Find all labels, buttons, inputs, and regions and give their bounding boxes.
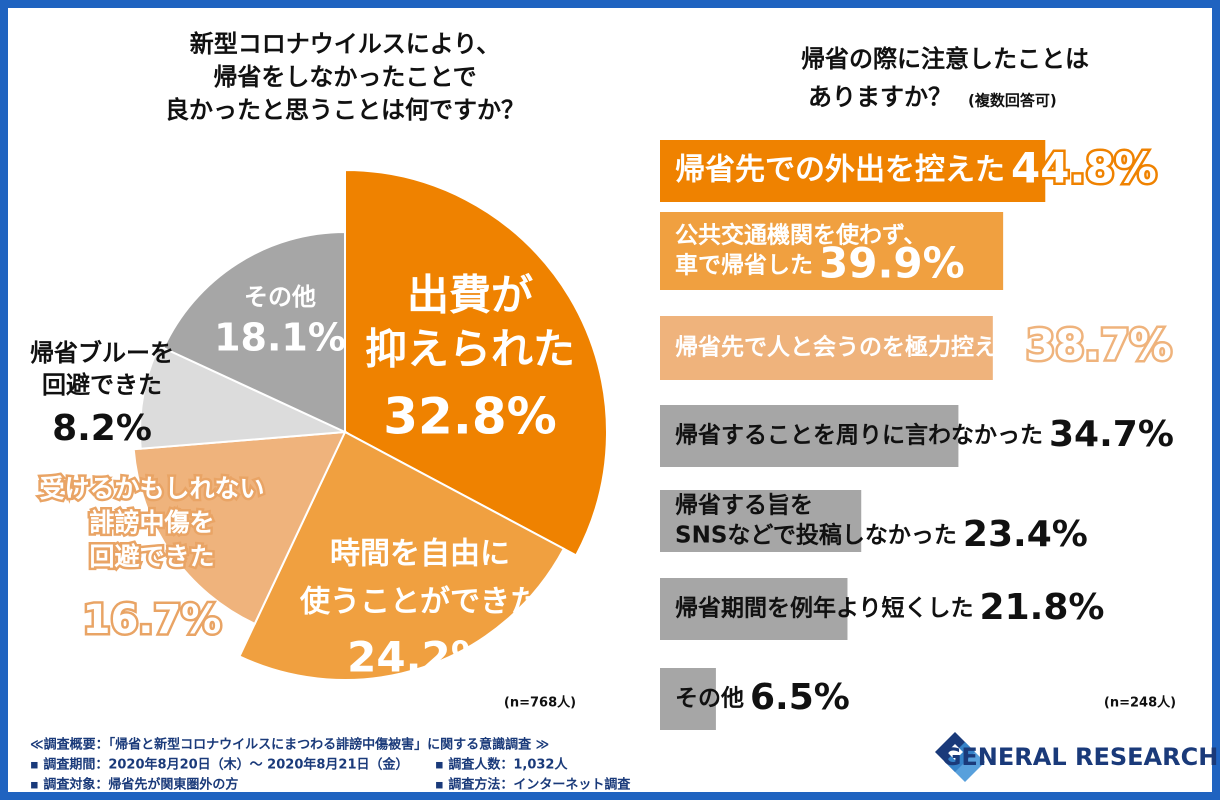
bar (660, 668, 716, 730)
chart-subtitle: (複数回答可) (968, 92, 1057, 110)
slice-label: 帰省ブルーを (30, 339, 174, 367)
survey-note: ▪ 調査人数：1,032人 (435, 757, 568, 773)
bar (660, 578, 848, 640)
chart-title: 帰省をしなかったことで (213, 63, 476, 91)
sample-note: (n=768人) (504, 695, 576, 711)
logo-icon (935, 732, 985, 782)
survey-note: ▪ 調査期間：2020年8月20日（木）～ 2020年8月21日（金） (30, 757, 409, 773)
bar (660, 490, 862, 552)
slice-value-label: 24.2% (347, 633, 493, 682)
bar-value-label: 6.5% (750, 677, 850, 718)
survey-note: ▪ 調査対象：帰省先が関東圏外の方 (30, 777, 238, 793)
bar-label: その他 (675, 686, 744, 712)
slice-label: 抑えられた (365, 325, 575, 374)
pie-slice (162, 230, 346, 434)
bar-label: 車で帰省した (675, 253, 813, 279)
chart-title: 帰省の際に注意したことは (801, 45, 1089, 73)
pie-slice (132, 430, 347, 626)
pie-slice (344, 168, 608, 557)
bar (660, 405, 959, 467)
slice-value-label: 16.7% (83, 597, 222, 643)
sample-note: (n=248人) (1104, 695, 1176, 711)
bar (660, 140, 1046, 202)
pie-slice (238, 430, 566, 681)
bar-value-label: 39.9% (819, 239, 965, 288)
slice-label: 受けるかもしれない (39, 474, 264, 503)
bar-value-label: 38.7% (1026, 321, 1172, 370)
slice-value-label: 18.1% (214, 316, 346, 360)
chart-title: 良かったと思うことは何ですか？ (165, 96, 525, 124)
pie-slice (139, 344, 349, 450)
bar-label: 帰省先での外出を控えた (675, 153, 1005, 188)
survey-note: ≪調査概要：「帰省と新型コロナウイルスにまつわる誹謗中傷被害」に関する意識調査 … (30, 737, 549, 753)
bar-label: 帰省する旨を (675, 493, 813, 519)
slice-value-label: 32.8% (383, 388, 556, 446)
slice-label: 使うことができた (299, 585, 540, 620)
bar-value-label: 21.8% (980, 587, 1105, 628)
slice-label: 誹謗中傷を (89, 508, 214, 537)
slice-value-label: 8.2% (52, 408, 152, 449)
bar-label: 帰省先で人と会うのを極力控えた (675, 334, 1020, 361)
bar-label: 帰省することを周りに言わなかった (675, 422, 1043, 449)
bar (660, 316, 993, 380)
bar-value-label: 34.7% (1049, 414, 1174, 455)
slice-label: 出費が (407, 271, 533, 320)
bar (660, 212, 1004, 290)
slice-label: 回避できた (42, 371, 162, 399)
logo-text: GENERAL RESEARCH (942, 743, 1219, 771)
bar-label: 公共交通機関を使わず、 (675, 222, 926, 249)
slice-label: 時間を自由に (330, 537, 510, 572)
bar-value-label: 23.4% (963, 514, 1088, 555)
slice-label: その他 (244, 283, 316, 311)
chart-title: ありますか？ (808, 83, 952, 111)
bar-label: 帰省期間を例年より短くした (675, 595, 974, 622)
bar-label: SNSなどで投稿しなかった (675, 522, 957, 549)
slice-label: 回避できた (89, 542, 214, 571)
survey-note: ▪ 調査方法：インターネット調査 (435, 777, 631, 793)
chart-title: 新型コロナウイルスにより、 (190, 30, 501, 58)
bar-value-label: 44.8% (1011, 144, 1157, 193)
